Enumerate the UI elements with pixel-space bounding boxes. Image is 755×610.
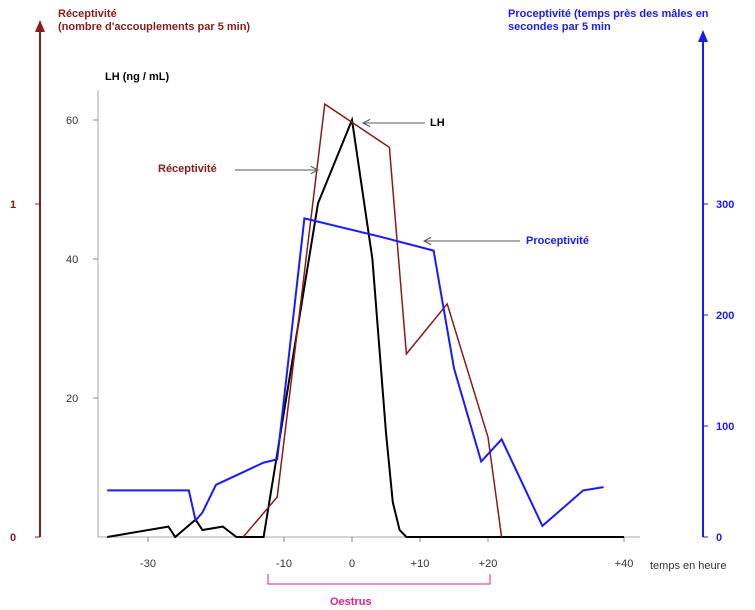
lh-tick-label: 20 [66,393,78,405]
series-line-rceptivit [242,102,503,538]
right-tick-label: 100 [716,421,734,433]
right-axis-title-line2: secondes par 5 min [508,21,611,33]
left-axis-title: Réceptivité (nombre d'accouplements par … [58,8,250,34]
x-tick-label: +20 [479,558,498,570]
left-axis-title-line1: Réceptivité [58,8,117,20]
lh-tick-label: 60 [66,115,78,127]
right-axis-arrow [698,30,708,42]
left-tick-label: 1 [10,199,16,211]
left-axis-arrow [35,20,45,32]
x-tick-label: +40 [615,558,634,570]
x-axis-label: temps en heure [650,560,727,572]
annotation-receptivite: Réceptivité [158,163,217,175]
x-tick-label: 0 [349,558,355,570]
annotation-arrow-proceptivite-head [422,236,432,246]
series-line-proceptivit [107,217,604,528]
lh-tick-label: 40 [66,254,78,266]
x-tick-label: -30 [140,558,156,570]
right-axis-title: Proceptivité (temps près des mâles en se… [508,8,709,34]
annotation-arrow-receptivite-head [310,165,320,175]
x-tick-label: -10 [276,558,292,570]
annotation-lh: LH [430,117,445,129]
series-line-lh [107,116,624,539]
lh-axis-title: LH (ng / mL) [105,71,170,83]
right-tick-label: 300 [716,199,734,211]
right-tick-label: 200 [716,310,734,322]
oestrus-bracket [267,574,491,585]
right-axis-title-line1: Proceptivité (temps près des mâles en [508,8,709,20]
left-tick-label: 0 [10,532,16,544]
right-tick-label: 0 [716,532,722,544]
x-tick-label: +10 [411,558,430,570]
annotation-arrow-lh-head [361,118,371,128]
left-axis-title-line2: (nombre d'accouplements par 5 min) [58,21,251,33]
oestrus-label: Oestrus [330,596,372,608]
annotation-proceptivite: Proceptivité [526,235,589,247]
